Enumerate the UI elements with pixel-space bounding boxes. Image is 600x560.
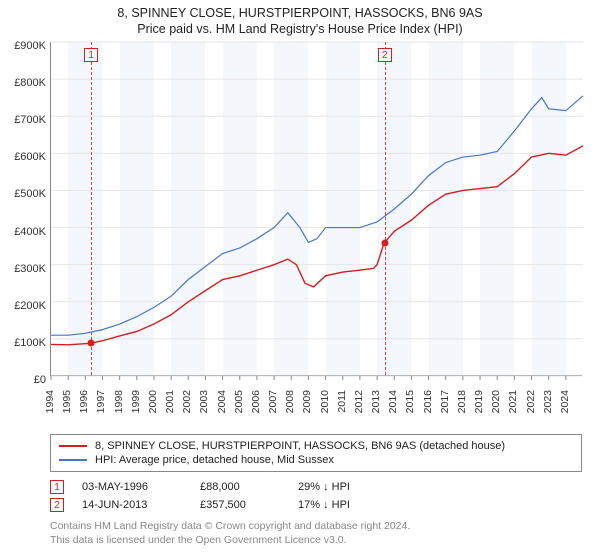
x-tick-label: 2022: [525, 390, 537, 413]
y-tick-label: £400K: [0, 226, 46, 238]
legend-row: HPI: Average price, detached house, Mid …: [59, 453, 573, 467]
y-tick-label: £800K: [0, 77, 46, 89]
sale-marker-line: [385, 42, 386, 375]
legend-row: 8, SPINNEY CLOSE, HURSTPIERPOINT, HASSOC…: [59, 439, 573, 453]
series-property_price: [51, 146, 583, 345]
x-tick-label: 2008: [284, 390, 296, 413]
legend-label: 8, SPINNEY CLOSE, HURSTPIERPOINT, HASSOC…: [95, 440, 505, 452]
x-tick-label: 2021: [507, 390, 519, 413]
sale-price: £88,000: [200, 481, 280, 493]
address-title: 8, SPINNEY CLOSE, HURSTPIERPOINT, HASSOC…: [10, 6, 590, 20]
x-tick-label: 2013: [370, 390, 382, 413]
legend-swatch: [59, 459, 87, 461]
sale-dot: [88, 340, 95, 347]
x-tick-label: 2002: [181, 390, 193, 413]
x-tick-label: 2007: [267, 390, 279, 413]
sale-hpi-delta: 17% ↓ HPI: [298, 499, 398, 511]
x-tick-label: 2024: [559, 390, 571, 413]
sale-index-box: 2: [50, 498, 64, 512]
y-tick-label: £600K: [0, 151, 46, 163]
sale-date: 14-JUN-2013: [82, 499, 182, 511]
x-tick-label: 2019: [473, 390, 485, 413]
x-tick-label: 2005: [233, 390, 245, 413]
attribution-text: Contains HM Land Registry data © Crown c…: [50, 520, 582, 547]
x-tick-label: 1994: [44, 390, 56, 413]
y-tick-label: £900K: [0, 40, 46, 52]
sale-row: 2 14-JUN-2013 £357,500 17% ↓ HPI: [50, 496, 582, 514]
x-tick-label: 2003: [198, 390, 210, 413]
x-tick-label: 2020: [490, 390, 502, 413]
legend-swatch: [59, 445, 87, 447]
sale-marker-box: 2: [378, 48, 392, 62]
x-tick-label: 2014: [387, 390, 399, 413]
x-tick-label: 2006: [250, 390, 262, 413]
y-tick-label: £100K: [0, 337, 46, 349]
x-tick-label: 1997: [95, 390, 107, 413]
x-tick-label: 2015: [404, 390, 416, 413]
x-tick-label: 1998: [113, 390, 125, 413]
series-hpi: [51, 96, 583, 335]
x-tick-label: 1999: [130, 390, 142, 413]
x-axis-labels: 1994199519961997199819992000200120022003…: [50, 384, 582, 440]
x-tick-label: 2023: [542, 390, 554, 413]
x-tick-label: 2016: [422, 390, 434, 413]
y-tick-label: £700K: [0, 114, 46, 126]
x-tick-label: 2000: [147, 390, 159, 413]
y-tick-label: £500K: [0, 188, 46, 200]
sale-hpi-delta: 29% ↓ HPI: [298, 481, 398, 493]
sale-marker-line: [91, 42, 92, 375]
sale-marker-box: 1: [84, 48, 98, 62]
sale-price: £357,500: [200, 499, 280, 511]
x-tick-label: 1995: [61, 390, 73, 413]
sale-dot: [381, 240, 388, 247]
y-tick-label: £0: [0, 374, 46, 386]
attribution-line-2: This data is licensed under the Open Gov…: [50, 534, 582, 548]
legend-label: HPI: Average price, detached house, Mid …: [95, 454, 334, 466]
x-tick-label: 1996: [78, 390, 90, 413]
x-tick-label: 2012: [353, 390, 365, 413]
x-tick-label: 2018: [456, 390, 468, 413]
x-tick-label: 2011: [336, 390, 348, 413]
y-tick-label: £300K: [0, 263, 46, 275]
y-tick-label: £200K: [0, 300, 46, 312]
x-tick-label: 2017: [439, 390, 451, 413]
chart-container: 8, SPINNEY CLOSE, HURSTPIERPOINT, HASSOC…: [0, 0, 600, 560]
sales-table: 1 03-MAY-1996 £88,000 29% ↓ HPI 2 14-JUN-2013…: [50, 478, 582, 514]
sale-row: 1 03-MAY-1996 £88,000 29% ↓ HPI: [50, 478, 582, 496]
x-tick-label: 2009: [301, 390, 313, 413]
chart-area: 12: [50, 42, 582, 376]
title-block: 8, SPINNEY CLOSE, HURSTPIERPOINT, HASSOC…: [0, 0, 600, 38]
x-tick-label: 2001: [164, 390, 176, 413]
sale-index-box: 1: [50, 480, 64, 494]
sale-date: 03-MAY-1996: [82, 481, 182, 493]
x-tick-label: 2010: [319, 390, 331, 413]
subtitle: Price paid vs. HM Land Registry's House …: [10, 22, 590, 36]
x-tick-label: 2004: [216, 390, 228, 413]
attribution-line-1: Contains HM Land Registry data © Crown c…: [50, 520, 582, 534]
chart-svg: [51, 42, 582, 375]
